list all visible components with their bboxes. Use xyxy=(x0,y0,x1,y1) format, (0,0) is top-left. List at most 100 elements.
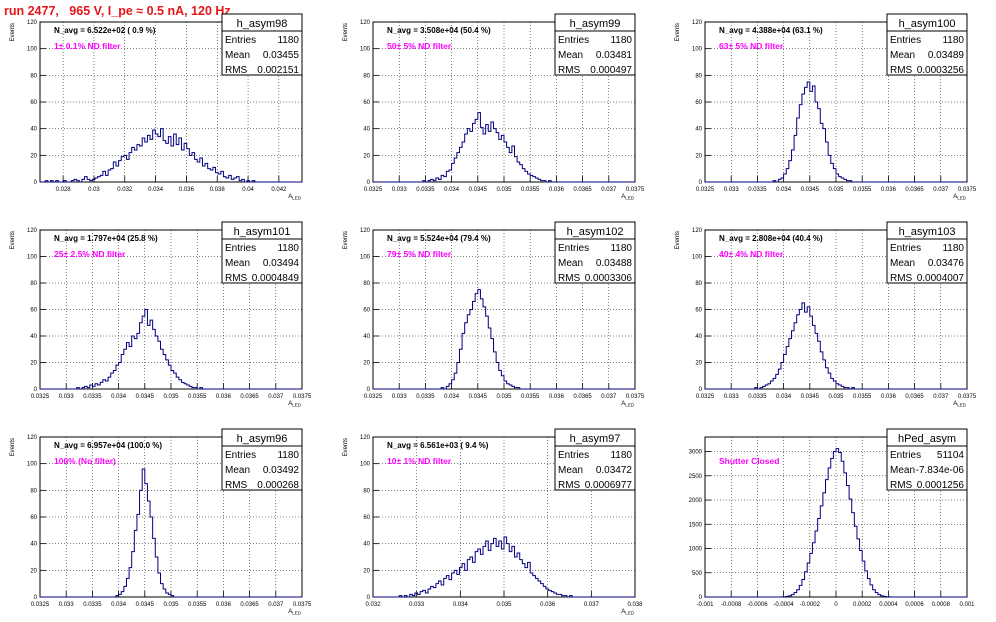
stats-value-rms: 0.0003256 xyxy=(917,65,965,76)
histogram-line xyxy=(705,81,967,183)
x-axis-label: ALED xyxy=(621,609,635,616)
x-tick-label: 0.0325 xyxy=(31,394,50,400)
y-tick-label: 80 xyxy=(30,73,37,79)
x-tick-label: 0.034 xyxy=(444,394,460,400)
x-tick-label: 0.035 xyxy=(496,187,512,193)
y-tick-label: 20 xyxy=(363,568,370,574)
x-tick-label: 0.0335 xyxy=(416,187,435,193)
stats-value-rms: 0.0006977 xyxy=(585,480,633,491)
stats-label-mean: Mean xyxy=(225,465,250,476)
x-tick-label: 0.0365 xyxy=(905,187,924,193)
y-tick-label: 20 xyxy=(695,361,702,367)
x-tick-label: 0.0365 xyxy=(240,602,259,608)
x-tick-label: 0.0355 xyxy=(188,394,207,400)
y-tick-label: 120 xyxy=(692,20,703,26)
histogram-panel-h_asym103: 0.0325 0.033 0.0335 0.034 0.0345 0.035 0.0355 0… xyxy=(675,221,977,408)
y-tick-label: 80 xyxy=(695,281,702,287)
y-tick-label: 100 xyxy=(360,47,371,53)
y-tick-label: 60 xyxy=(363,100,370,106)
x-axis-label: ALED xyxy=(953,401,967,408)
x-tick-label: 0.035 xyxy=(828,394,844,400)
stats-label-mean: Mean xyxy=(890,465,915,476)
x-tick-label: 0.0365 xyxy=(905,394,924,400)
stats-label-rms: RMS xyxy=(890,65,913,76)
x-tick-label: 0.033 xyxy=(59,394,75,400)
y-axis-label: Events xyxy=(10,438,16,456)
stats-value-mean: 0.03488 xyxy=(596,258,633,269)
x-tick-label: 0.0345 xyxy=(801,394,820,400)
x-tick-label: 0.032 xyxy=(117,187,133,193)
y-tick-label: 2500 xyxy=(689,474,703,480)
y-tick-label: 80 xyxy=(363,73,370,79)
y-axis-label: Events xyxy=(343,438,349,456)
y-tick-label: 20 xyxy=(363,153,370,159)
stats-value-rms: 0.000497 xyxy=(590,65,632,76)
stats-value-entries: 1180 xyxy=(610,450,632,461)
x-tick-label: 0.0335 xyxy=(748,394,767,400)
x-tick-label: 0.034 xyxy=(148,187,164,193)
stats-box xyxy=(886,428,968,491)
x-axis-label: ALED xyxy=(288,401,302,408)
x-tick-label: 0.0325 xyxy=(696,394,715,400)
stats-value-rms: 0.002151 xyxy=(257,65,299,76)
y-tick-label: 40 xyxy=(363,127,370,133)
x-tick-label: 0.032 xyxy=(365,602,381,608)
x-tick-label: 0.042 xyxy=(271,187,287,193)
stats-label-mean: Mean xyxy=(558,50,583,61)
y-tick-label: 100 xyxy=(360,462,371,468)
histogram-panel-h_asym96: 0.0325 0.033 0.0335 0.034 0.0345 0.035 0.0355 0… xyxy=(10,428,312,616)
y-axis-label: Events xyxy=(675,23,681,41)
x-tick-label: 0.033 xyxy=(59,602,75,608)
x-tick-label: 0.035 xyxy=(828,187,844,193)
x-tick-label: 0.0355 xyxy=(853,187,872,193)
x-tick-label: 0.0345 xyxy=(469,187,488,193)
stats-label-rms: RMS xyxy=(225,273,248,284)
navg-label: N_avg = 2.808e+04 (40.4 %) xyxy=(719,234,823,243)
x-tick-label: 0.0335 xyxy=(416,394,435,400)
y-tick-label: 40 xyxy=(363,542,370,548)
stats-label-mean: Mean xyxy=(890,50,915,61)
y-tick-label: 3000 xyxy=(689,450,703,456)
stats-label-mean: Mean xyxy=(558,258,583,269)
filter-label: 25± 2.5% ND filter xyxy=(54,249,126,259)
stats-label-entries: Entries xyxy=(890,450,921,461)
y-tick-label: 60 xyxy=(30,100,37,106)
y-tick-label: 120 xyxy=(692,228,703,234)
x-tick-label: 0.037 xyxy=(933,187,949,193)
x-tick-label: 0.0375 xyxy=(958,394,977,400)
y-tick-label: 120 xyxy=(360,20,371,26)
x-axis-label: ALED xyxy=(621,194,635,201)
y-tick-label: 0 xyxy=(699,387,703,393)
stats-label-entries: Entries xyxy=(558,243,589,254)
x-tick-label: 0.036 xyxy=(549,187,565,193)
y-axis-label: Events xyxy=(675,231,681,249)
x-tick-label: 0.0325 xyxy=(364,187,383,193)
y-tick-label: 120 xyxy=(360,228,371,234)
stats-value-entries: 1180 xyxy=(277,450,299,461)
x-tick-label: 0.036 xyxy=(216,394,232,400)
stats-label-entries: Entries xyxy=(225,243,256,254)
x-tick-label: 0.0325 xyxy=(364,394,383,400)
stats-box-title: h_asym102 xyxy=(567,226,624,238)
x-tick-label: 0.034 xyxy=(776,187,792,193)
y-tick-label: 120 xyxy=(27,20,38,26)
histogram-line xyxy=(40,468,302,598)
x-tick-label: 0.0355 xyxy=(188,602,207,608)
stats-value-mean: 0.03455 xyxy=(263,50,300,61)
y-tick-label: 2000 xyxy=(689,498,703,504)
x-tick-label: 0.0345 xyxy=(801,187,820,193)
stats-box xyxy=(554,13,636,76)
x-tick-label: 0.034 xyxy=(776,394,792,400)
stats-value-rms: 0.0001256 xyxy=(917,480,965,491)
histogram-panel-h_asym98: 0.028 0.03 0.032 0.034 0.036 0.038 0.04 0.042 0 2… xyxy=(10,13,303,201)
y-tick-label: 60 xyxy=(30,308,37,314)
y-tick-label: 100 xyxy=(360,255,371,261)
x-tick-label: 0.034 xyxy=(444,187,460,193)
x-tick-label: 0.034 xyxy=(111,394,127,400)
histogram-panel-h_asym100: 0.0325 0.033 0.0335 0.034 0.0345 0.035 0.0355 0… xyxy=(675,13,977,201)
y-tick-label: 100 xyxy=(27,255,38,261)
y-tick-label: 60 xyxy=(695,100,702,106)
stats-box-title: hPed_asym xyxy=(898,433,956,445)
x-tick-label: 0.034 xyxy=(111,602,127,608)
